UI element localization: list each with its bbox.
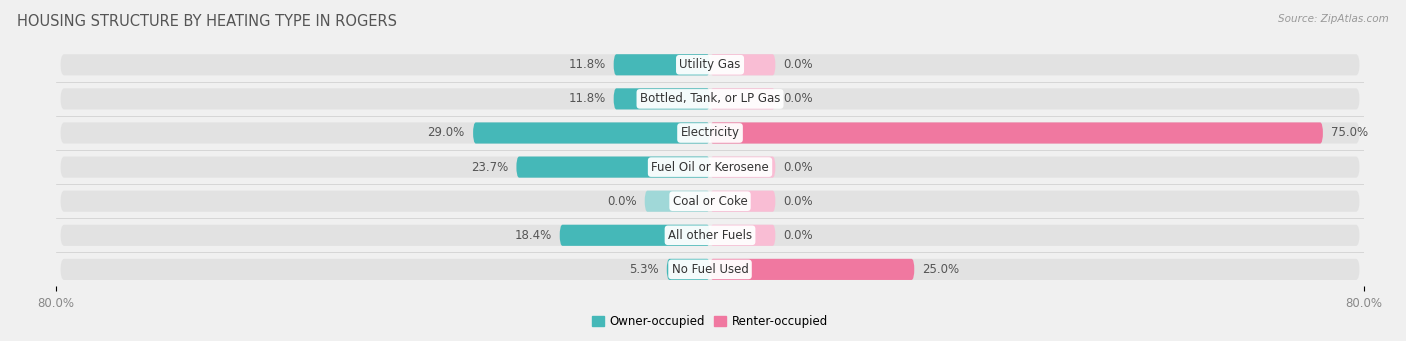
FancyBboxPatch shape	[60, 88, 1360, 109]
FancyBboxPatch shape	[613, 54, 710, 75]
FancyBboxPatch shape	[60, 157, 1360, 178]
Text: Coal or Coke: Coal or Coke	[672, 195, 748, 208]
FancyBboxPatch shape	[516, 157, 710, 178]
Text: 18.4%: 18.4%	[515, 229, 551, 242]
Text: 0.0%: 0.0%	[783, 92, 813, 105]
FancyBboxPatch shape	[710, 225, 776, 246]
Legend: Owner-occupied, Renter-occupied: Owner-occupied, Renter-occupied	[586, 311, 834, 333]
FancyBboxPatch shape	[710, 54, 776, 75]
Text: 0.0%: 0.0%	[783, 195, 813, 208]
Text: 11.8%: 11.8%	[568, 58, 606, 71]
FancyBboxPatch shape	[710, 88, 776, 109]
Text: Fuel Oil or Kerosene: Fuel Oil or Kerosene	[651, 161, 769, 174]
FancyBboxPatch shape	[472, 122, 710, 144]
Text: Electricity: Electricity	[681, 127, 740, 139]
Text: Bottled, Tank, or LP Gas: Bottled, Tank, or LP Gas	[640, 92, 780, 105]
Text: Utility Gas: Utility Gas	[679, 58, 741, 71]
FancyBboxPatch shape	[644, 191, 710, 212]
Text: 0.0%: 0.0%	[607, 195, 637, 208]
Text: 11.8%: 11.8%	[568, 92, 606, 105]
Text: 5.3%: 5.3%	[628, 263, 658, 276]
Text: 0.0%: 0.0%	[783, 229, 813, 242]
FancyBboxPatch shape	[710, 259, 914, 280]
FancyBboxPatch shape	[60, 191, 1360, 212]
Text: All other Fuels: All other Fuels	[668, 229, 752, 242]
FancyBboxPatch shape	[710, 122, 1323, 144]
Text: 75.0%: 75.0%	[1331, 127, 1368, 139]
FancyBboxPatch shape	[560, 225, 710, 246]
FancyBboxPatch shape	[60, 259, 1360, 280]
FancyBboxPatch shape	[60, 54, 1360, 75]
Text: 0.0%: 0.0%	[783, 58, 813, 71]
FancyBboxPatch shape	[613, 88, 710, 109]
FancyBboxPatch shape	[710, 157, 776, 178]
Text: Source: ZipAtlas.com: Source: ZipAtlas.com	[1278, 14, 1389, 24]
Text: 25.0%: 25.0%	[922, 263, 960, 276]
FancyBboxPatch shape	[666, 259, 710, 280]
Text: No Fuel Used: No Fuel Used	[672, 263, 748, 276]
Text: HOUSING STRUCTURE BY HEATING TYPE IN ROGERS: HOUSING STRUCTURE BY HEATING TYPE IN ROG…	[17, 14, 396, 29]
FancyBboxPatch shape	[60, 122, 1360, 144]
FancyBboxPatch shape	[710, 191, 776, 212]
Text: 23.7%: 23.7%	[471, 161, 508, 174]
Text: 29.0%: 29.0%	[427, 127, 465, 139]
Text: 0.0%: 0.0%	[783, 161, 813, 174]
FancyBboxPatch shape	[60, 225, 1360, 246]
